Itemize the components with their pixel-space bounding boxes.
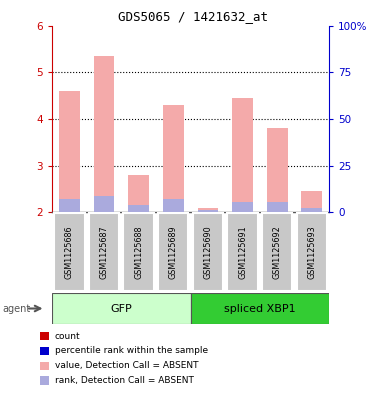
Text: value, Detection Call = ABSENT: value, Detection Call = ABSENT (55, 362, 198, 370)
Bar (191, 293, 329, 324)
Text: percentile rank within the sample: percentile rank within the sample (55, 347, 208, 355)
Text: agent: agent (2, 303, 30, 314)
Bar (94, 56, 114, 212)
Text: GSM1125687: GSM1125687 (99, 226, 109, 279)
Text: GFP: GFP (110, 303, 132, 314)
Bar (54, 213, 85, 291)
Bar (296, 213, 327, 291)
Text: spliced XBP1: spliced XBP1 (224, 303, 296, 314)
Text: GSM1125688: GSM1125688 (134, 226, 143, 279)
Bar (192, 213, 223, 291)
Bar (163, 199, 184, 212)
Bar (128, 205, 149, 212)
Bar (267, 128, 288, 212)
Bar (59, 199, 80, 212)
Bar (52, 293, 191, 324)
Text: GSM1125692: GSM1125692 (273, 226, 282, 279)
Bar (267, 202, 288, 212)
Bar (301, 208, 322, 212)
Bar (123, 213, 154, 291)
Bar (94, 196, 114, 212)
Bar (163, 105, 184, 212)
Text: GSM1125693: GSM1125693 (307, 226, 316, 279)
Bar (301, 191, 322, 212)
Bar (158, 213, 189, 291)
Bar (59, 91, 80, 212)
Bar (198, 210, 218, 212)
Text: rank, Detection Call = ABSENT: rank, Detection Call = ABSENT (55, 376, 194, 385)
Text: GSM1125686: GSM1125686 (65, 226, 74, 279)
Bar (227, 213, 258, 291)
Text: GDS5065 / 1421632_at: GDS5065 / 1421632_at (117, 10, 268, 23)
Text: GSM1125689: GSM1125689 (169, 226, 178, 279)
Text: GSM1125690: GSM1125690 (203, 226, 213, 279)
Bar (232, 98, 253, 212)
Bar (89, 213, 119, 291)
Bar (128, 175, 149, 212)
Bar (262, 213, 293, 291)
Text: count: count (55, 332, 80, 340)
Bar (232, 202, 253, 212)
Bar (198, 208, 218, 212)
Text: GSM1125691: GSM1125691 (238, 226, 247, 279)
